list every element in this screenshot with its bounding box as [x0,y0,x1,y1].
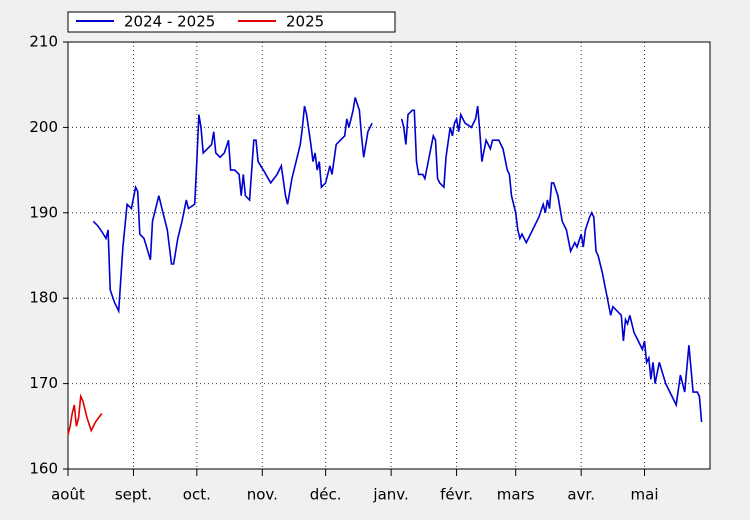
x-tick-label: janv. [372,486,408,504]
x-tick-label: déc. [310,486,342,504]
x-tick-label: févr. [440,486,473,504]
x-tick-label: mars [497,486,535,504]
legend [67,11,396,33]
y-tick-label: 190 [29,203,58,221]
series-line [67,393,103,435]
y-tick-label: 200 [29,118,58,136]
y-tick-label: 210 [29,33,58,51]
x-tick-label: août [51,486,85,504]
x-tick-label: mai [631,486,659,504]
legend-label: 2025 [286,13,324,31]
y-tick-label: 160 [29,460,58,478]
y-tick-label: 170 [29,374,58,392]
x-tick-label: sept. [115,486,152,504]
axes-frame [67,41,711,470]
legend-label: 2024 - 2025 [124,13,215,31]
x-tick-label: avr. [567,486,595,504]
x-tick-label: oct. [183,486,211,504]
plot-area [68,42,710,469]
y-tick-label: 180 [29,289,58,307]
series-line [92,97,703,423]
x-tick-label: nov. [247,486,278,504]
